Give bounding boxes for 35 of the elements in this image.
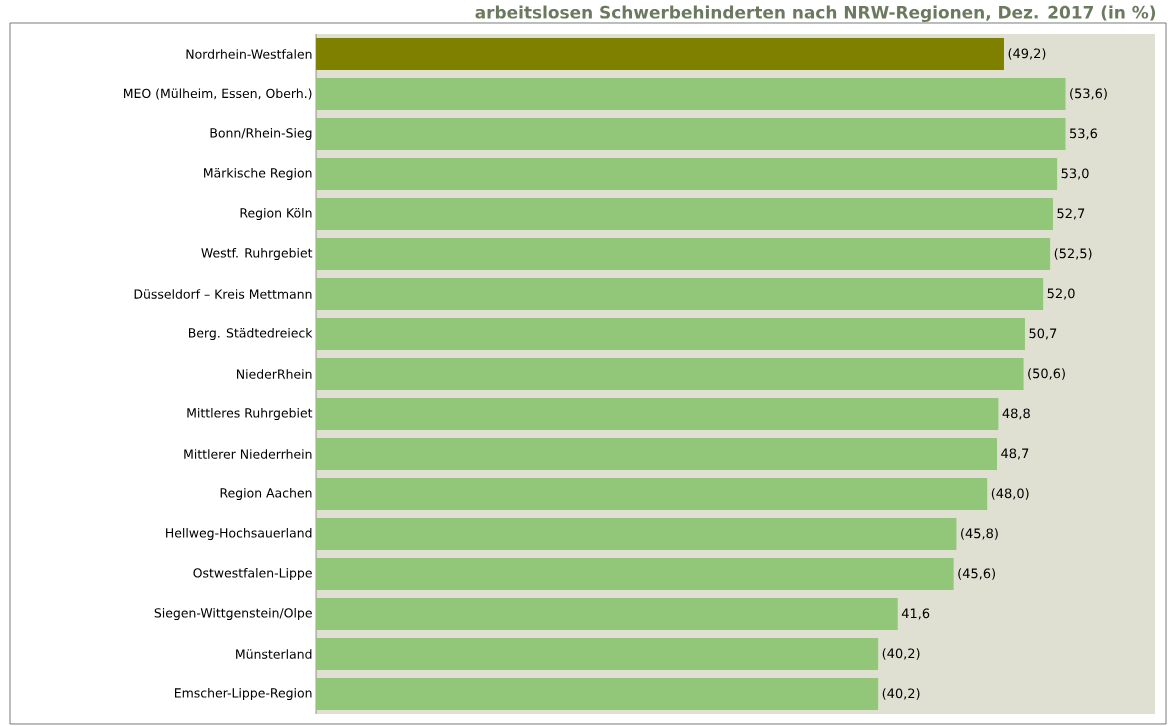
y-tick-label: Westf. Ruhrgebiet — [201, 247, 313, 261]
data-label: (40,2) — [882, 648, 920, 660]
y-tick-label: NiederRhein — [237, 369, 312, 379]
data-label: (48,0) — [991, 488, 1029, 500]
data-label: 50,7 — [1029, 328, 1057, 340]
data-label: (52,5) — [1054, 248, 1092, 260]
data-label: 53,0 — [1061, 168, 1089, 180]
y-tick-label: Mittleres Ruhrgebiet — [187, 407, 313, 421]
y-tick-label: Berg. Städtedreieck — [189, 327, 313, 341]
data-label: 53,6 — [1070, 128, 1098, 140]
y-tick-label: Siegen-Wittgenstein/Olpe — [154, 607, 312, 621]
data-label: (45,6) — [958, 568, 995, 580]
y-tick-label: Mittlerer Niederrhein — [184, 449, 312, 459]
data-label: (49,2) — [1008, 48, 1046, 60]
y-tick-label: MEO (Mülheim, Essen, Oberh.) — [124, 88, 312, 100]
y-tick-label: Bonn/Rhein-Sieg — [210, 127, 312, 141]
y-tick-label: Münsterland — [236, 649, 312, 659]
data-label: (50,6) — [1028, 368, 1065, 380]
data-label: 41,6 — [901, 608, 930, 620]
y-tick-label: Hellweg-Hochsauerland — [166, 527, 312, 541]
chart-title: arbeitslosen Schwerbehinderten nach NRW-Regionen, Dez. 2017 (in %) — [475, 5, 1156, 23]
data-label: (40,2) — [882, 688, 920, 700]
y-tick-label: Düsseldorf – Kreis Mettmann — [134, 289, 312, 299]
y-tick-label: Ostwestfalen-Lippe — [193, 567, 312, 581]
y-tick-label: Region Aachen — [220, 487, 312, 501]
y-tick-label: Märkische Region — [204, 167, 312, 181]
data-label: 48,8 — [1002, 408, 1030, 420]
data-label: 52,7 — [1057, 208, 1085, 220]
data-label: 48,7 — [1001, 448, 1029, 460]
y-tick-label: Emscher-Lippe-Region — [175, 687, 312, 701]
y-tick-label: Region Köln — [240, 207, 312, 221]
y-tick-label: Nordrhein-Westfalen — [186, 49, 312, 59]
data-label: (45,8) — [961, 528, 998, 540]
data-label: (53,6) — [1070, 88, 1107, 100]
data-label: 52,0 — [1047, 288, 1075, 300]
